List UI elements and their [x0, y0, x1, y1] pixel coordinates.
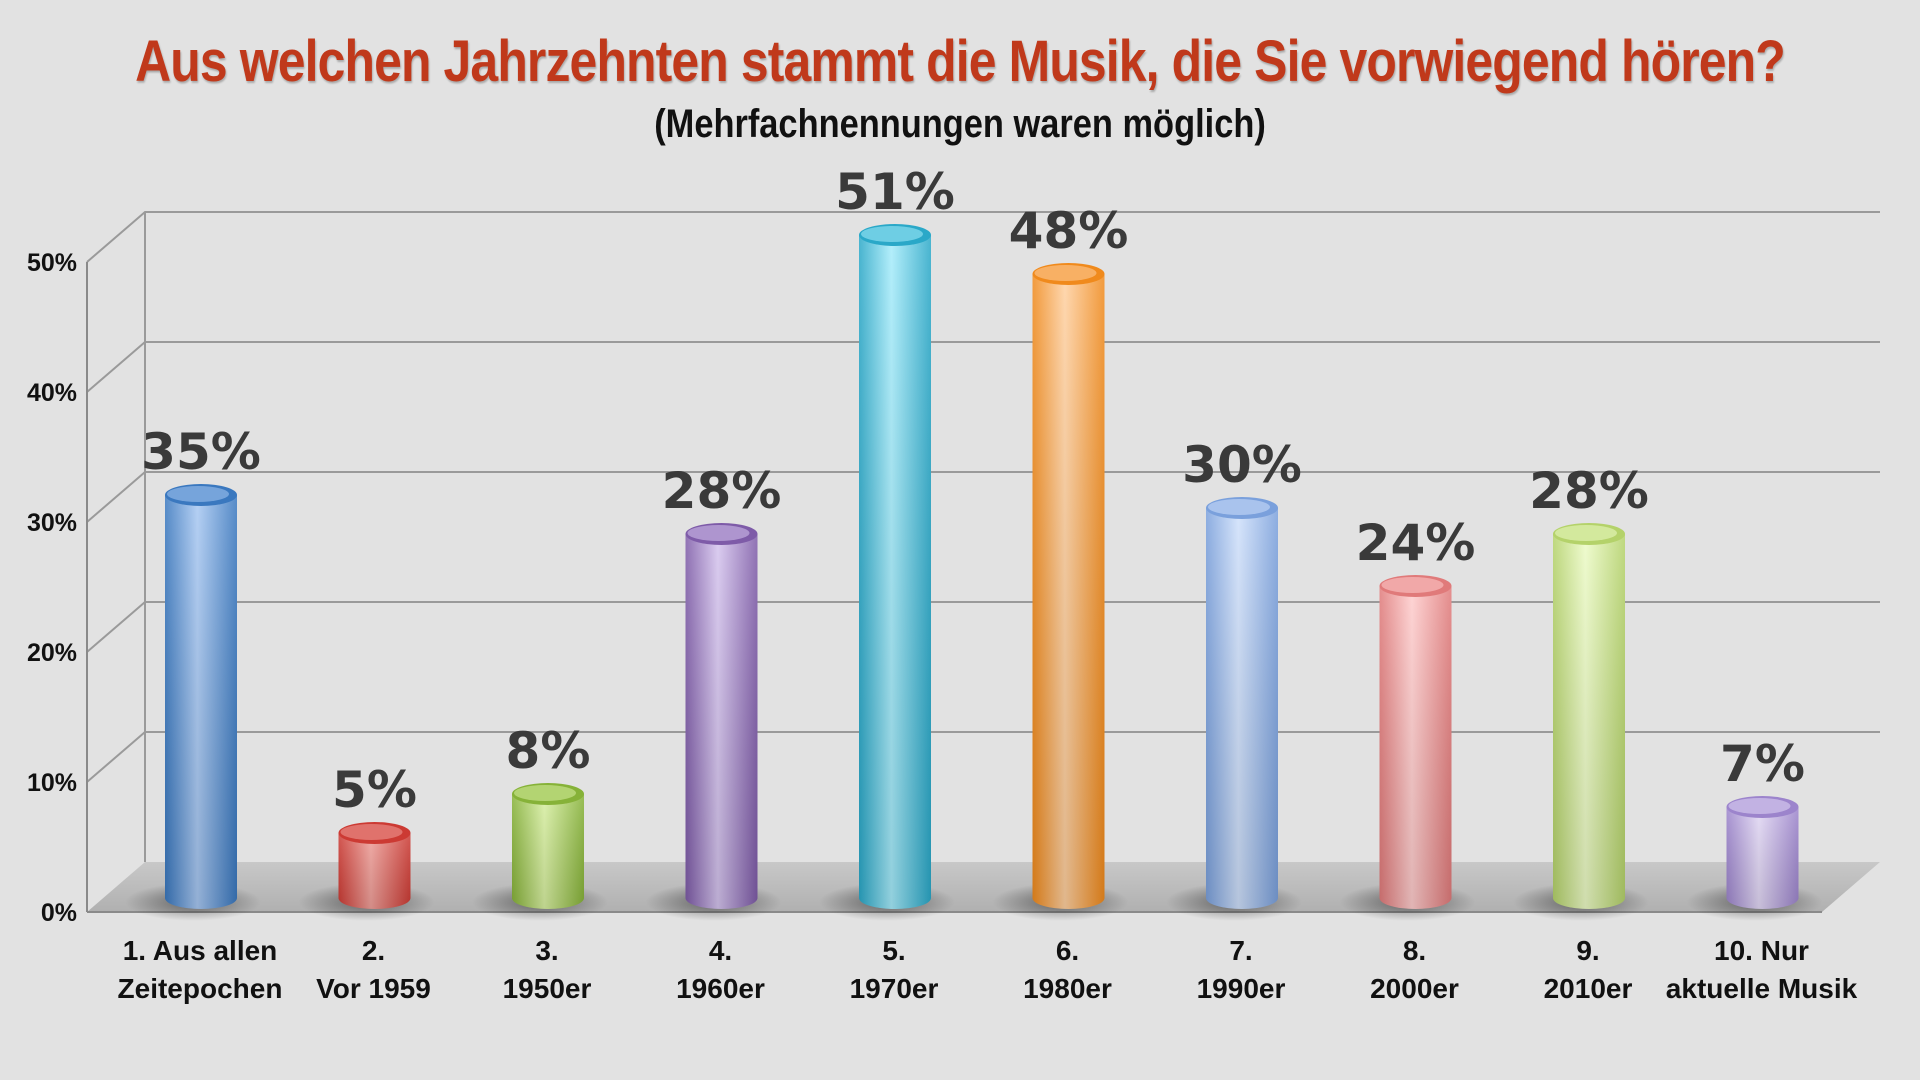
- x-tick-label: 5. 1970er: [850, 935, 939, 1004]
- gridline: [86, 341, 1880, 393]
- data-label: 24%: [1356, 514, 1476, 572]
- x-tick-label: 3. 1950er: [503, 935, 592, 1004]
- data-label: 35%: [141, 423, 261, 481]
- x-tick-label: 10. Nur aktuelle Musik: [1666, 935, 1858, 1004]
- chart-title: Aus welchen Jahrzehnten stammt die Musik…: [135, 29, 1786, 94]
- y-tick-label: 0%: [41, 899, 77, 927]
- bar: [685, 523, 758, 910]
- bar: [1206, 497, 1278, 909]
- data-label: 8%: [506, 722, 591, 780]
- bar: [1726, 796, 1799, 910]
- bar: [859, 224, 931, 909]
- bar: [1032, 263, 1105, 910]
- x-tick-label: 8. 2000er: [1370, 935, 1459, 1004]
- x-tick-label: 1. Aus allen Zeitepochen: [118, 935, 283, 1004]
- y-tick-label: 30%: [27, 509, 77, 537]
- x-tick-label: 2. Vor 1959: [316, 935, 431, 1004]
- gridline: [86, 211, 1880, 263]
- chart-subtitle: (Mehrfachnennungen waren möglich): [654, 102, 1266, 146]
- y-tick-label: 10%: [27, 769, 77, 797]
- x-tick-label: 4. 1960er: [676, 935, 765, 1004]
- data-label: 48%: [1009, 202, 1129, 260]
- y-tick-label: 20%: [27, 639, 77, 667]
- bar: [1379, 575, 1452, 910]
- bar: [1553, 523, 1625, 909]
- data-label: 7%: [1720, 735, 1805, 793]
- data-label: 30%: [1182, 436, 1302, 494]
- y-tick-label: 40%: [27, 379, 77, 407]
- bar: [338, 822, 411, 910]
- bar: [512, 783, 584, 909]
- x-tick-label: 6. 1980er: [1023, 935, 1112, 1004]
- data-label: 51%: [835, 163, 955, 221]
- bar: [165, 484, 237, 909]
- x-tick-label: 7. 1990er: [1197, 935, 1286, 1004]
- x-tick-label: 9. 2010er: [1544, 935, 1633, 1004]
- y-tick-label: 50%: [27, 249, 77, 277]
- data-label: 28%: [662, 462, 782, 520]
- data-label: 5%: [332, 761, 417, 819]
- data-label: 28%: [1529, 462, 1649, 520]
